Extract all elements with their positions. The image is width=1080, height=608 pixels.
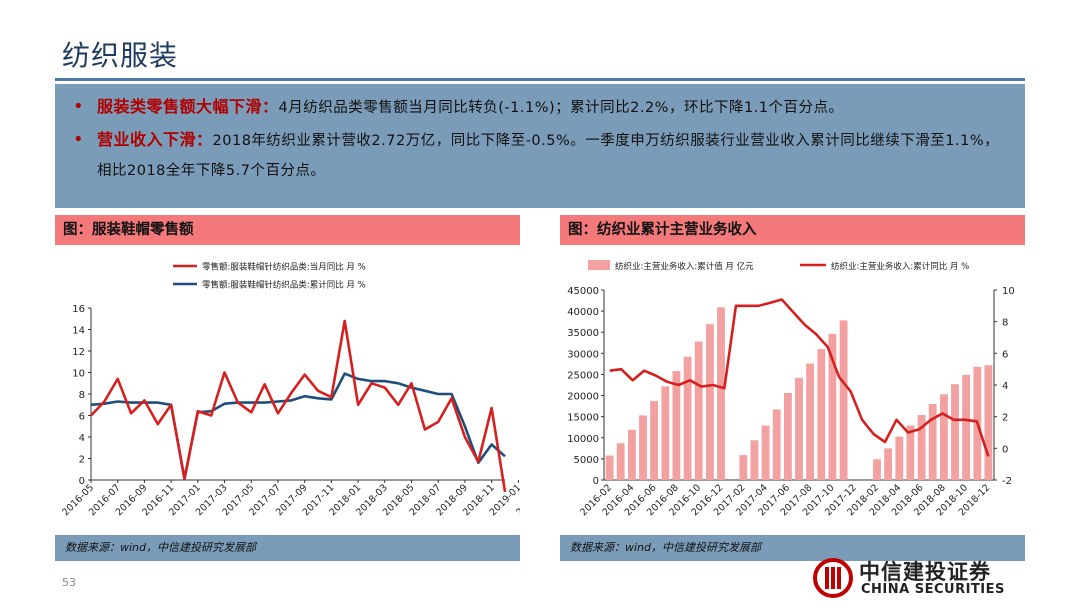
revenue-bar [605,455,614,480]
y-tick-label-left: 25000 [567,370,599,381]
revenue-bar [884,448,892,480]
y-tick-label: 16 [72,304,85,315]
bullet-icon: • [73,129,85,150]
revenue-bar [795,377,803,480]
title-divider [55,78,1025,81]
revenue-bar [694,341,703,480]
revenue-bar [739,455,748,480]
y-tick-label-right: 0 [1002,444,1008,455]
revenue-bar [761,425,770,480]
series-cumulative-yoy-line [90,372,506,481]
revenue-bar [639,415,647,480]
series-cumulative-yoy-line [609,298,990,457]
y-tick-label: 14 [72,326,85,337]
y-tick-label: 2 [79,455,85,466]
revenue-bar [806,363,814,480]
bullet-text: 4月纺织品类零售额当月同比转负(-1.1%)；累计同比2.2%，环比下降1.1个… [278,100,844,116]
y-tick-label-left: 15000 [567,413,599,424]
logo-emblem-icon [813,558,853,598]
revenue-bar [873,459,881,480]
revenue-bar [906,425,915,480]
bullet-revenue: • 营业收入下滑：2018年纺织业累计营收2.72万亿，同比下降至-0.5%。一… [69,125,1011,186]
company-logo: 中信建投证券 CHINA SECURITIES [813,556,1043,600]
revenue-bar [661,386,670,480]
right-chart-source: 数据来源：wind，中信建投研究发展部 [560,535,1025,561]
legend-label: 零售额:服装鞋帽针纺织品类:当月同比 月 % [202,262,366,273]
y-tick-label-right: 10 [1002,286,1015,297]
revenue-bar [962,374,970,480]
y-tick-label-left: 20000 [567,392,599,403]
y-tick-label: 4 [79,433,85,444]
revenue-bar [895,436,904,480]
retail-sales-line-chart: 02468101214162016-052016-072016-092016-1… [60,262,520,519]
bullet-icon: • [73,96,85,117]
y-tick-label: 8 [79,390,85,401]
bullet-retail: • 服装类零售额大幅下滑：4月纺织品类零售额当月同比转负(-1.1%)；累计同比… [69,92,1011,123]
logo-text-en: CHINA SECURITIES [861,582,1005,597]
revenue-bar [940,394,948,480]
revenue-bar [672,371,681,480]
bullet-highlight: 营业收入下滑： [97,130,213,149]
bullet-text: 2018年纺织业累计营收2.72万亿，同比下降至-0.5%。一季度申万纺织服装行… [97,133,1000,179]
revenue-bar [750,440,759,480]
revenue-bar [717,307,725,480]
revenue-bar [683,356,692,480]
revenue-bar [784,393,792,480]
revenue-bar [650,401,658,480]
revenue-bar [628,429,636,480]
page-title: 纺织服装 [62,39,179,72]
page-number: 53 [62,576,76,589]
revenue-bar [772,409,781,480]
right-chart-header: 图：纺织业累计主营业务收入 [560,215,1025,245]
y-tick-label-left: 40000 [567,307,599,318]
bullet-highlight: 服装类零售额大幅下滑： [97,97,279,116]
legend-swatch [588,260,610,270]
y-tick-label: 12 [72,347,85,358]
left-chart-header: 图：服装鞋帽零售额 [55,215,520,245]
y-tick-label-left: 10000 [567,434,599,445]
logo-text-cn: 中信建投证券 [859,560,991,584]
revenue-bar [917,415,926,480]
revenue-bar [817,349,826,480]
y-tick-label-right: 4 [1002,381,1008,392]
left-chart-source: 数据来源：wind，中信建投研究发展部 [55,535,520,561]
revenue-bar [616,443,625,480]
legend-label: 零售额:服装鞋帽针纺织品类:累计同比 月 % [202,280,366,291]
y-tick-label-left: 5000 [574,455,599,466]
revenue-bar [839,320,848,480]
textile-revenue-bar-chart: 0 5000 10000 15000 20000 25000 30000 35000 40000… [567,260,1015,518]
y-tick-label: 6 [79,412,85,423]
y-tick-label: 10 [72,369,85,380]
legend-label: 纺织业:主营业务收入:累计同比 月 % [831,261,969,272]
y-tick-label-right: -2 [1002,476,1012,487]
y-tick-label: 0 [79,476,85,487]
summary-box: • 服装类零售额大幅下滑：4月纺织品类零售额当月同比转负(-1.1%)；累计同比… [55,84,1025,208]
y-tick-label-left: 35000 [567,328,599,339]
revenue-bar [828,333,837,480]
y-tick-label-right: 8 [1002,318,1008,329]
y-tick-label-right: 6 [1002,349,1008,360]
y-tick-label-left: 0 [593,476,599,487]
series-monthly-yoy-line [90,319,507,493]
y-tick-label-right: 2 [1002,413,1008,424]
revenue-bar [984,365,993,480]
revenue-bar [928,404,937,480]
legend-label: 纺织业:主营业务收入:累计值 月 亿元 [615,261,754,272]
revenue-bar [951,384,959,480]
revenue-bar [706,324,714,480]
y-tick-label-left: 45000 [567,286,599,297]
y-tick-label-left: 30000 [567,349,599,360]
